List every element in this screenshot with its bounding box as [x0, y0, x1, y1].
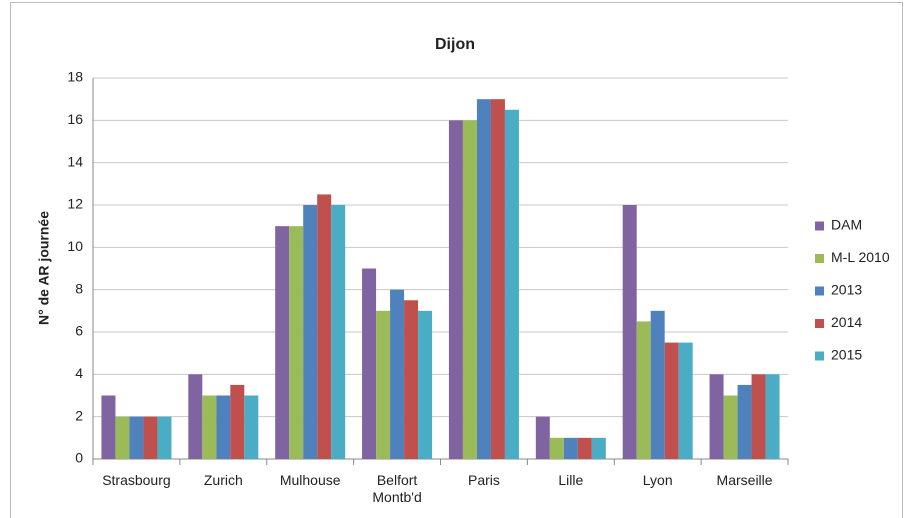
bar [404, 300, 419, 459]
y-axis-label: N° de AR journée [36, 211, 52, 325]
bar [143, 416, 158, 459]
bar [577, 437, 592, 459]
legend-swatch [815, 351, 824, 361]
legend-swatch [815, 286, 824, 296]
y-tick-label: 12 [67, 196, 83, 212]
chart-title: Dijon [435, 36, 475, 53]
bar [448, 120, 463, 459]
x-tick-label: Marseille [716, 472, 773, 488]
legend-label: M-L 2010 [831, 249, 890, 265]
bar [535, 416, 550, 459]
bar [678, 342, 693, 459]
bar [490, 99, 505, 460]
bar [129, 416, 144, 459]
y-tick-label: 2 [75, 407, 83, 423]
legend-swatch [815, 319, 824, 328]
bar [202, 395, 217, 459]
bar [664, 342, 679, 459]
legend-label: DAM [831, 217, 862, 233]
y-tick-label: 4 [75, 365, 83, 381]
legend-swatch [815, 221, 824, 231]
bar [737, 384, 752, 459]
bar [289, 226, 304, 459]
y-tick-label: 0 [75, 450, 83, 466]
y-tick-label: 14 [67, 153, 83, 169]
bar [476, 99, 491, 460]
bar [362, 268, 377, 459]
bar [216, 395, 231, 459]
legend-label: 2013 [831, 282, 862, 298]
x-tick-label: Zurich [203, 472, 243, 488]
bar [390, 289, 405, 459]
bar [376, 310, 391, 459]
x-tick-label: Paris [467, 472, 500, 488]
x-tick-label: Lyon [642, 472, 673, 488]
bar [723, 395, 738, 459]
bar [504, 109, 519, 459]
legend-label: 2014 [831, 314, 862, 330]
legend-swatch [815, 254, 824, 263]
bar [709, 374, 724, 459]
bar [462, 120, 477, 459]
bar [650, 310, 665, 459]
x-tick-label: Mulhouse [279, 472, 341, 488]
bar [331, 205, 346, 459]
bar [751, 374, 766, 459]
bar [157, 416, 172, 459]
y-tick-label: 18 [67, 69, 83, 85]
bar [636, 321, 651, 459]
bar [275, 226, 290, 459]
legend-label: 2015 [831, 347, 862, 363]
bar [549, 437, 564, 459]
bar [101, 395, 116, 459]
y-tick-label: 10 [67, 238, 83, 254]
x-tick-label: Strasbourg [102, 472, 171, 488]
bar [230, 384, 245, 459]
bar [591, 437, 606, 459]
bar [622, 205, 637, 459]
bar [115, 416, 130, 459]
bar [317, 194, 332, 459]
bar [418, 310, 433, 459]
bar [188, 374, 203, 459]
x-tick-label: Lille [558, 472, 584, 488]
y-tick-label: 16 [67, 111, 83, 127]
y-tick-label: 6 [75, 323, 83, 339]
bar [244, 395, 259, 459]
x-tick-label: Belfort Montb'd [372, 472, 422, 505]
bar [563, 437, 578, 459]
bar [765, 374, 780, 459]
bar [303, 205, 318, 459]
y-tick-label: 8 [75, 280, 83, 296]
